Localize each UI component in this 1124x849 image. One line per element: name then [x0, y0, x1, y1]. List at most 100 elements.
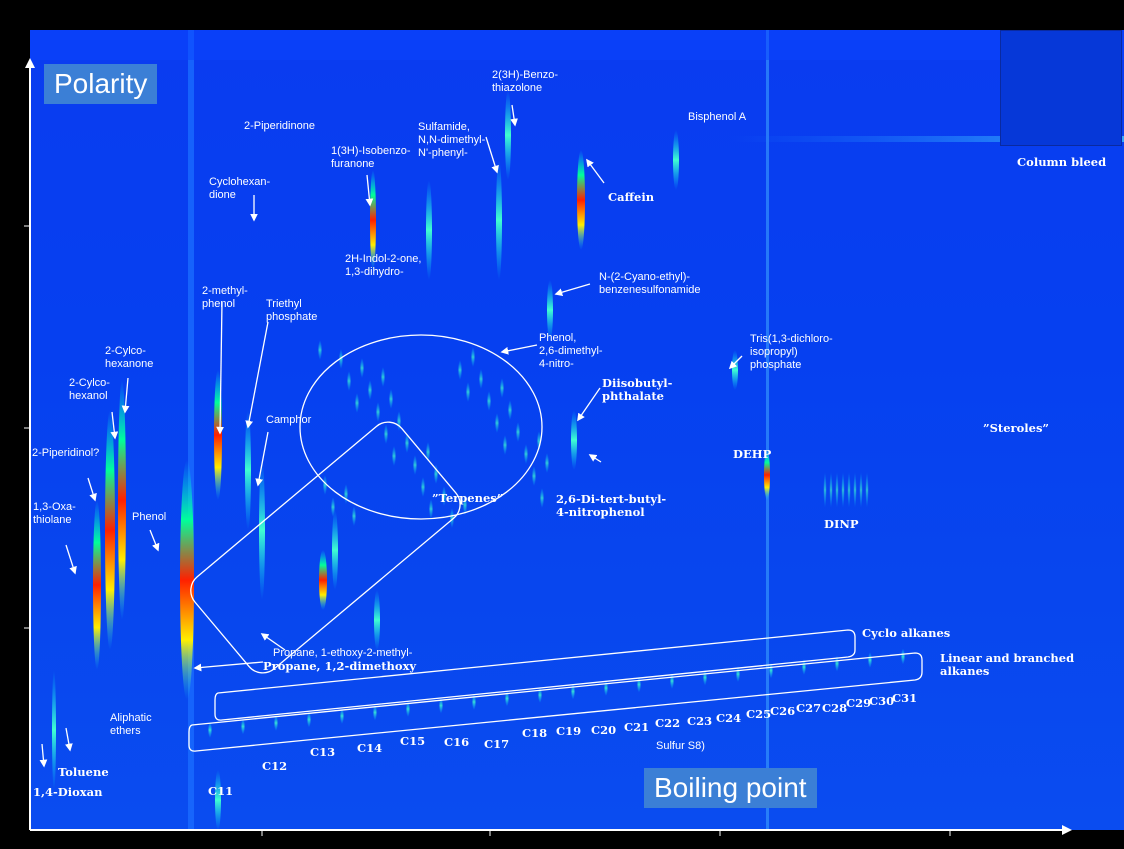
x-axis-label: Boiling point	[644, 768, 817, 808]
annotation-arrow-7	[216, 301, 224, 435]
compound-label-cyclohexanol: 2-Cylco- hexanol	[69, 377, 110, 402]
column-streak	[766, 30, 769, 830]
alkane-spot-8	[472, 694, 476, 710]
terpene-spot-15	[413, 455, 417, 475]
alkane-label-c29: C29	[846, 696, 872, 710]
alkane-label-c23: C23	[687, 714, 713, 728]
compound-label-linear: Linear and branched alkanes	[940, 651, 1075, 678]
top-band	[30, 30, 1124, 60]
compound-label-cyclohexandione: Cyclohexan- dione	[209, 176, 271, 201]
compound-label-aliphatic: Aliphatic ethers	[110, 712, 152, 737]
alkane-label-c26: C26	[770, 704, 796, 718]
compound-label-benzothiazolone: 2(3H)-Benzo- thiazolone	[492, 69, 559, 94]
column-bleed-streak	[730, 136, 1124, 142]
compound-label-isobenzofuranone: 1(3H)-Isobenzo- furanone	[331, 145, 411, 170]
annotation-arrow-2	[65, 544, 77, 575]
terpene-spot-19	[331, 497, 335, 517]
annotation-arrow-21	[193, 661, 264, 672]
terpenes-region-outline	[299, 334, 543, 520]
dinp-spot-5	[853, 472, 857, 508]
compound-label-methylphenol: 2-methyl- phenol	[202, 285, 248, 310]
compound-label-terpenes: ”Terpenes”	[432, 491, 504, 505]
dinp-spot-6	[859, 472, 863, 508]
alkane-label-c27: C27	[796, 701, 822, 715]
compound-label-phenol: Phenol	[132, 511, 167, 523]
annotation-arrow-1	[65, 727, 73, 752]
alkane-label-c28: C28	[822, 701, 848, 715]
alkane-label-c22: C22	[655, 716, 681, 730]
terpene-spot-10	[458, 360, 462, 380]
compound-label-triethylphosphate: Triethyl phosphate	[266, 298, 318, 323]
dinp-spot-4	[847, 472, 851, 508]
terpene-spot-36	[500, 378, 504, 398]
annotation-arrow-19	[588, 454, 602, 463]
alkane-spot-5	[373, 704, 377, 721]
annotation-arrow-20	[260, 633, 286, 651]
peak-0	[93, 500, 101, 670]
dinp-spot-0	[823, 472, 827, 508]
peak-11	[426, 180, 432, 280]
terpene-spot-9	[421, 477, 425, 497]
terpene-spot-14	[376, 402, 380, 422]
terpene-spot-34	[426, 442, 430, 462]
annotation-arrow-16	[500, 344, 538, 355]
peak-17	[673, 130, 679, 190]
terpene-spot-35	[463, 495, 467, 515]
compound-label-sterols: ”Steroles”	[983, 421, 1050, 435]
terpene-spot-29	[471, 347, 475, 367]
alkane-label-c21: C21	[624, 720, 650, 734]
peak-13	[505, 90, 511, 180]
alkane-label-c15: C15	[400, 734, 426, 748]
terpene-spot-31	[545, 453, 549, 473]
alkane-spot-7	[439, 697, 443, 714]
peak-19	[732, 350, 738, 390]
annotation-arrow-18	[577, 387, 601, 422]
terpene-spot-33	[389, 389, 393, 409]
alkane-label-c16: C16	[444, 735, 470, 749]
annotation-arrow-17	[728, 355, 743, 370]
column-bleed-inset	[1000, 30, 1122, 146]
terpene-spot-11	[495, 413, 499, 433]
compound-label-oxathiolane: 1,3-Oxa- thiolane	[33, 501, 76, 526]
alkane-spot-2	[274, 715, 278, 731]
annotation-arrow-9	[255, 431, 269, 487]
compound-label-sulfamide: Sulfamide, N,N-dimethyl- N'-phenyl-	[418, 121, 486, 159]
aliphatic-ethers-region-outline	[190, 421, 461, 674]
terpene-spot-12	[532, 466, 536, 486]
terpene-spot-21	[405, 433, 409, 453]
terpene-spot-26	[360, 358, 364, 378]
terpene-spot-24	[516, 422, 520, 442]
alkane-label-c31: C31	[892, 691, 918, 705]
terpene-spot-32	[352, 506, 356, 526]
alkane-label-c25: C25	[746, 707, 772, 721]
compound-label-piperidinol: 2-Piperidinol?	[32, 447, 100, 459]
compound-label-dehp: DEHP	[733, 447, 772, 461]
peak-2	[118, 380, 126, 620]
compound-label-cyclohexanone: 2-Cylco- hexanone	[105, 345, 154, 370]
terpene-spot-18	[524, 444, 528, 464]
peak-10	[374, 590, 380, 650]
annotation-arrow-11	[365, 174, 374, 207]
terpene-spot-3	[429, 499, 433, 519]
peak-18	[764, 450, 770, 500]
compound-label-indolone: 2H-Indol-2-one, 1,3-dihydro-	[345, 253, 422, 278]
dinp-spot-3	[841, 472, 845, 508]
peak-7	[319, 550, 327, 610]
annotation-arrow-6	[149, 529, 160, 552]
inset-label: Column bleed	[1017, 155, 1107, 169]
compound-label-bisphenol: Bisphenol A	[688, 111, 747, 123]
alkane-label-c24: C24	[716, 711, 742, 725]
peak-16	[571, 410, 577, 470]
alkane-label-c30: C30	[869, 694, 895, 708]
compound-label-toluene: Toluene	[58, 765, 109, 779]
alkane-label-c11: C11	[208, 784, 234, 798]
peak-20	[52, 670, 56, 790]
cyclo-alkanes-region-outline	[214, 629, 856, 721]
terpene-spot-30	[508, 400, 512, 420]
terpene-spot-0	[318, 340, 322, 360]
compound-label-diisobutyl: Diisobutyl- phthalate	[602, 376, 673, 403]
annotation-arrow-8	[245, 321, 269, 429]
annotation-arrow-12	[485, 136, 499, 174]
terpene-spot-7	[347, 371, 351, 391]
